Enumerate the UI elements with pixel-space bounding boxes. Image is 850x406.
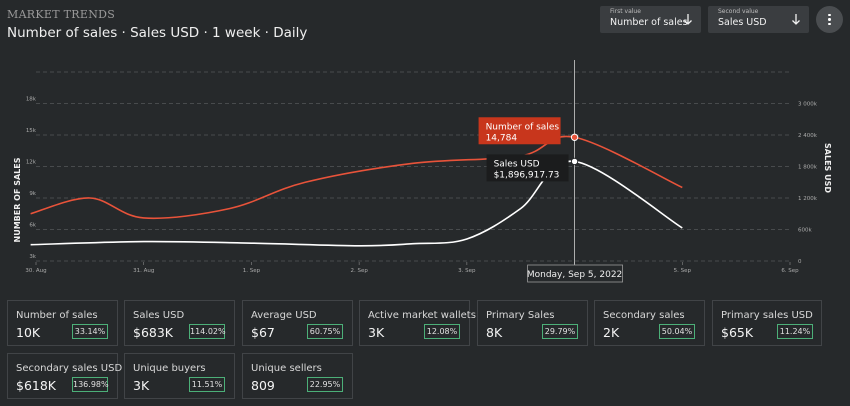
stat-value: 8K [486, 325, 503, 340]
right-tick-label: 1 800k [798, 165, 818, 171]
brand-title: MARKET TRENDS [7, 8, 116, 21]
arrow-down-icon [792, 14, 800, 25]
stat-change-badge: 11.51% [189, 377, 225, 392]
line-chart[interactable]: 3k 6k 9k 12k 15k 18k 0 600k 1 200k 1 800k 2 400k 3… [0, 60, 850, 285]
right-axis-label: SALES USD [823, 143, 832, 193]
stat-change-badge: 11.24% [777, 324, 813, 339]
left-tick-label: 15k [26, 128, 37, 134]
stat-value: 2K [603, 325, 620, 340]
stat-value: 3K [368, 325, 385, 340]
second-value-select[interactable]: Second value Sales USD [708, 6, 809, 33]
second-value-selected: Sales USD [718, 17, 767, 28]
stat-label: Unique buyers [133, 363, 206, 374]
stat-card: Unique sellers 809 22.95% [242, 353, 353, 399]
stat-label: Number of sales [16, 310, 98, 321]
left-tick-label: 18k [26, 97, 37, 103]
x-tick-label: 5. Sep [674, 268, 692, 274]
stat-label: Secondary sales USD [16, 363, 123, 374]
left-tick-label: 12k [26, 160, 37, 166]
tooltip-sales-usd-value: $1,896,917.73 [494, 170, 560, 180]
first-value-selected: Number of sales [610, 17, 688, 28]
tooltip-number-of-sales-value: 14,784 [486, 133, 518, 143]
more-vertical-icon [828, 13, 831, 27]
stat-card: Sales USD $683K 114.02% [124, 300, 235, 346]
stat-change-badge: 22.95% [307, 377, 343, 392]
arrow-down-icon [684, 14, 692, 25]
tooltip-date: Monday, Sep 5, 2022 [527, 270, 622, 280]
first-value-label: First value [610, 8, 641, 15]
x-tick-label: 1. Sep [243, 268, 261, 274]
first-value-select[interactable]: First value Number of sales [600, 6, 701, 33]
left-tick-label: 9k [29, 191, 36, 197]
number-of-sales-marker [570, 133, 579, 141]
right-tick-label: 2 400k [798, 133, 818, 139]
more-options-button[interactable] [816, 6, 843, 33]
series-line-sales-usd[interactable] [30, 160, 683, 247]
left-tick-label: 6k [29, 223, 36, 229]
stat-card: Active market wallets 3K 12.08% [359, 300, 476, 346]
x-tick-label: 6. Sep [781, 268, 799, 274]
stat-value: 3K [133, 378, 150, 393]
stat-change-badge: 60.75% [307, 324, 343, 339]
stat-label: Secondary sales [603, 310, 685, 321]
stat-value: $683K [133, 325, 174, 340]
tooltip-date-box [527, 264, 623, 283]
stat-label: Unique sellers [251, 363, 322, 374]
stat-change-badge: 33.14% [72, 324, 108, 339]
stat-card: Primary sales USD $65K 11.24% [712, 300, 822, 346]
series-line-number-of-sales[interactable] [30, 135, 683, 220]
x-tick-label: 31. Aug [133, 268, 154, 274]
stat-value: 10K [16, 325, 41, 340]
stat-value: $67 [251, 325, 275, 340]
right-tick-label: 0 [798, 259, 802, 265]
right-tick-label: 3 000k [798, 102, 818, 108]
x-tick-label: 2. Sep [350, 268, 368, 274]
stat-change-badge: 29.79% [542, 324, 578, 339]
right-tick-label: 600k [798, 228, 812, 234]
stat-label: Primary Sales [486, 310, 555, 321]
left-axis-label: NUMBER OF SALES [13, 157, 22, 242]
tooltip-sales-usd-label: Sales USD [494, 159, 540, 169]
stat-card: Secondary sales 2K 50.04% [594, 300, 705, 346]
stat-change-badge: 114.02% [189, 324, 226, 339]
stat-label: Active market wallets [368, 310, 476, 321]
stat-change-badge: 136.98% [72, 377, 109, 392]
stat-card: Primary Sales 8K 29.79% [477, 300, 588, 346]
stat-value: $618K [16, 378, 57, 393]
left-tick-label: 3k [29, 254, 36, 260]
second-value-label: Second value [718, 8, 759, 15]
tooltip-number-of-sales-label: Number of sales [486, 122, 560, 132]
tooltip-sales-usd [486, 154, 569, 182]
stat-label: Average USD [251, 310, 317, 321]
page-title: Number of sales · Sales USD · 1 week · D… [7, 25, 308, 41]
stat-value: $65K [721, 325, 754, 340]
stat-card: Average USD $67 60.75% [242, 300, 353, 346]
x-tick-label: 3. Sep [458, 268, 476, 274]
stat-card: Secondary sales USD $618K 136.98% [7, 353, 122, 399]
stat-change-badge: 12.08% [424, 324, 460, 339]
stat-label: Primary sales USD [721, 310, 813, 321]
right-tick-label: 1 200k [798, 196, 818, 202]
stat-value: 809 [251, 378, 275, 393]
stat-card: Number of sales 10K 33.14% [7, 300, 118, 346]
stat-label: Sales USD [133, 310, 185, 321]
sales-usd-marker [570, 157, 579, 166]
x-tick-label: 30. Aug [25, 268, 46, 274]
tooltip-number-of-sales [478, 117, 561, 145]
stat-card: Unique buyers 3K 11.51% [124, 353, 235, 399]
stat-change-badge: 50.04% [659, 324, 695, 339]
